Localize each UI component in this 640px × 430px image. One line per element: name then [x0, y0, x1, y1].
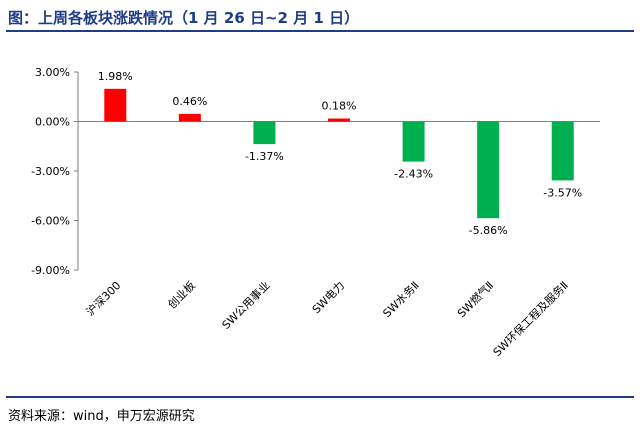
footer-divider	[6, 396, 634, 398]
y-tick-label: 0.00%	[35, 116, 70, 129]
data-label: -2.43%	[394, 168, 433, 181]
y-tick-label: 3.00%	[35, 66, 70, 79]
bar	[402, 121, 425, 162]
y-tick-label: -9.00%	[31, 264, 70, 277]
data-label: 0.46%	[172, 95, 207, 108]
bar	[253, 121, 276, 145]
bar	[104, 88, 127, 122]
bar	[477, 121, 500, 219]
bar	[551, 121, 574, 181]
y-tick-label: -6.00%	[31, 215, 70, 228]
category-label: SW公用事业	[220, 279, 273, 332]
data-label: 0.18%	[322, 100, 357, 113]
bar	[328, 118, 350, 122]
category-label: 沪深300	[83, 278, 123, 318]
data-label: -1.37%	[245, 150, 284, 163]
category-label: SW水务Ⅱ	[380, 279, 421, 320]
data-label: 1.98%	[98, 70, 133, 83]
bar-chart: 3.00% 0.00% -3.00% -6.00% -9.00% 1.98% 沪深300 0.…	[31, 66, 600, 359]
category-label: 创业板	[165, 278, 198, 311]
category-label: SW环保工程及服务Ⅱ	[490, 278, 571, 359]
data-label: -5.86%	[469, 224, 508, 237]
title-bar: 图：上周各板块涨跌情况（1 月 26 日~2 月 1 日）	[6, 4, 634, 32]
bar	[178, 113, 201, 122]
category-label: SW电力	[310, 279, 347, 316]
y-tick-label: -3.00%	[31, 165, 70, 178]
data-label: -3.57%	[543, 186, 582, 199]
source-note: 资料来源：wind，申万宏源研究	[8, 409, 195, 424]
category-label: SW燃气Ⅱ	[454, 278, 496, 320]
page-title: 图：上周各板块涨跌情况（1 月 26 日~2 月 1 日）	[8, 9, 360, 27]
